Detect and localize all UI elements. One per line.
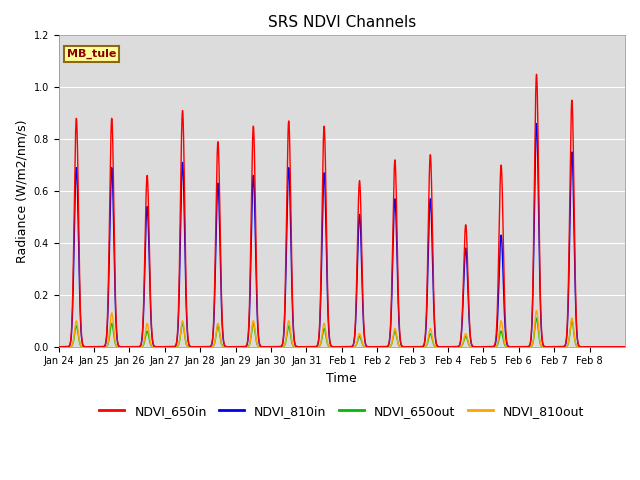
NDVI_810in xyxy=(260,344,268,349)
NDVI_810out xyxy=(415,344,422,349)
NDVI_650out xyxy=(83,344,91,349)
Line: NDVI_810out: NDVI_810out xyxy=(59,311,625,347)
NDVI_810out xyxy=(621,344,629,349)
NDVI_810in xyxy=(55,344,63,349)
NDVI_650out xyxy=(390,331,397,337)
NDVI_810in xyxy=(83,344,91,349)
NDVI_810out xyxy=(55,344,63,349)
NDVI_650in xyxy=(621,344,629,349)
NDVI_650out xyxy=(415,344,422,349)
Line: NDVI_810in: NDVI_810in xyxy=(59,123,625,347)
NDVI_810in xyxy=(475,344,483,349)
NDVI_650in xyxy=(475,344,483,349)
Title: SRS NDVI Channels: SRS NDVI Channels xyxy=(268,15,416,30)
Y-axis label: Radiance (W/m2/nm/s): Radiance (W/m2/nm/s) xyxy=(15,119,28,263)
NDVI_650out xyxy=(505,344,513,349)
Line: NDVI_650out: NDVI_650out xyxy=(59,318,625,347)
NDVI_810out xyxy=(83,344,91,349)
NDVI_650out xyxy=(475,344,483,349)
NDVI_650out xyxy=(621,344,629,349)
NDVI_810out xyxy=(260,344,268,349)
NDVI_650in xyxy=(415,344,422,349)
Text: MB_tule: MB_tule xyxy=(67,49,116,60)
NDVI_810in xyxy=(621,344,629,349)
NDVI_810out xyxy=(475,344,483,349)
NDVI_650in xyxy=(260,344,268,349)
NDVI_650in xyxy=(505,344,513,349)
NDVI_650in xyxy=(390,183,397,189)
Line: NDVI_650in: NDVI_650in xyxy=(59,74,625,347)
NDVI_650out xyxy=(55,344,63,349)
NDVI_650out xyxy=(532,315,540,321)
NDVI_810in xyxy=(415,344,422,349)
NDVI_650out xyxy=(260,344,268,349)
NDVI_810out xyxy=(532,308,540,313)
NDVI_810out xyxy=(390,329,397,335)
NDVI_650in xyxy=(55,344,63,349)
Legend: NDVI_650in, NDVI_810in, NDVI_650out, NDVI_810out: NDVI_650in, NDVI_810in, NDVI_650out, NDV… xyxy=(94,400,589,423)
NDVI_810in xyxy=(390,216,397,222)
X-axis label: Time: Time xyxy=(326,372,357,385)
NDVI_810out xyxy=(505,344,513,349)
NDVI_810in xyxy=(532,120,540,126)
NDVI_810in xyxy=(505,344,513,349)
NDVI_650in xyxy=(532,72,540,77)
NDVI_650in xyxy=(83,344,91,349)
